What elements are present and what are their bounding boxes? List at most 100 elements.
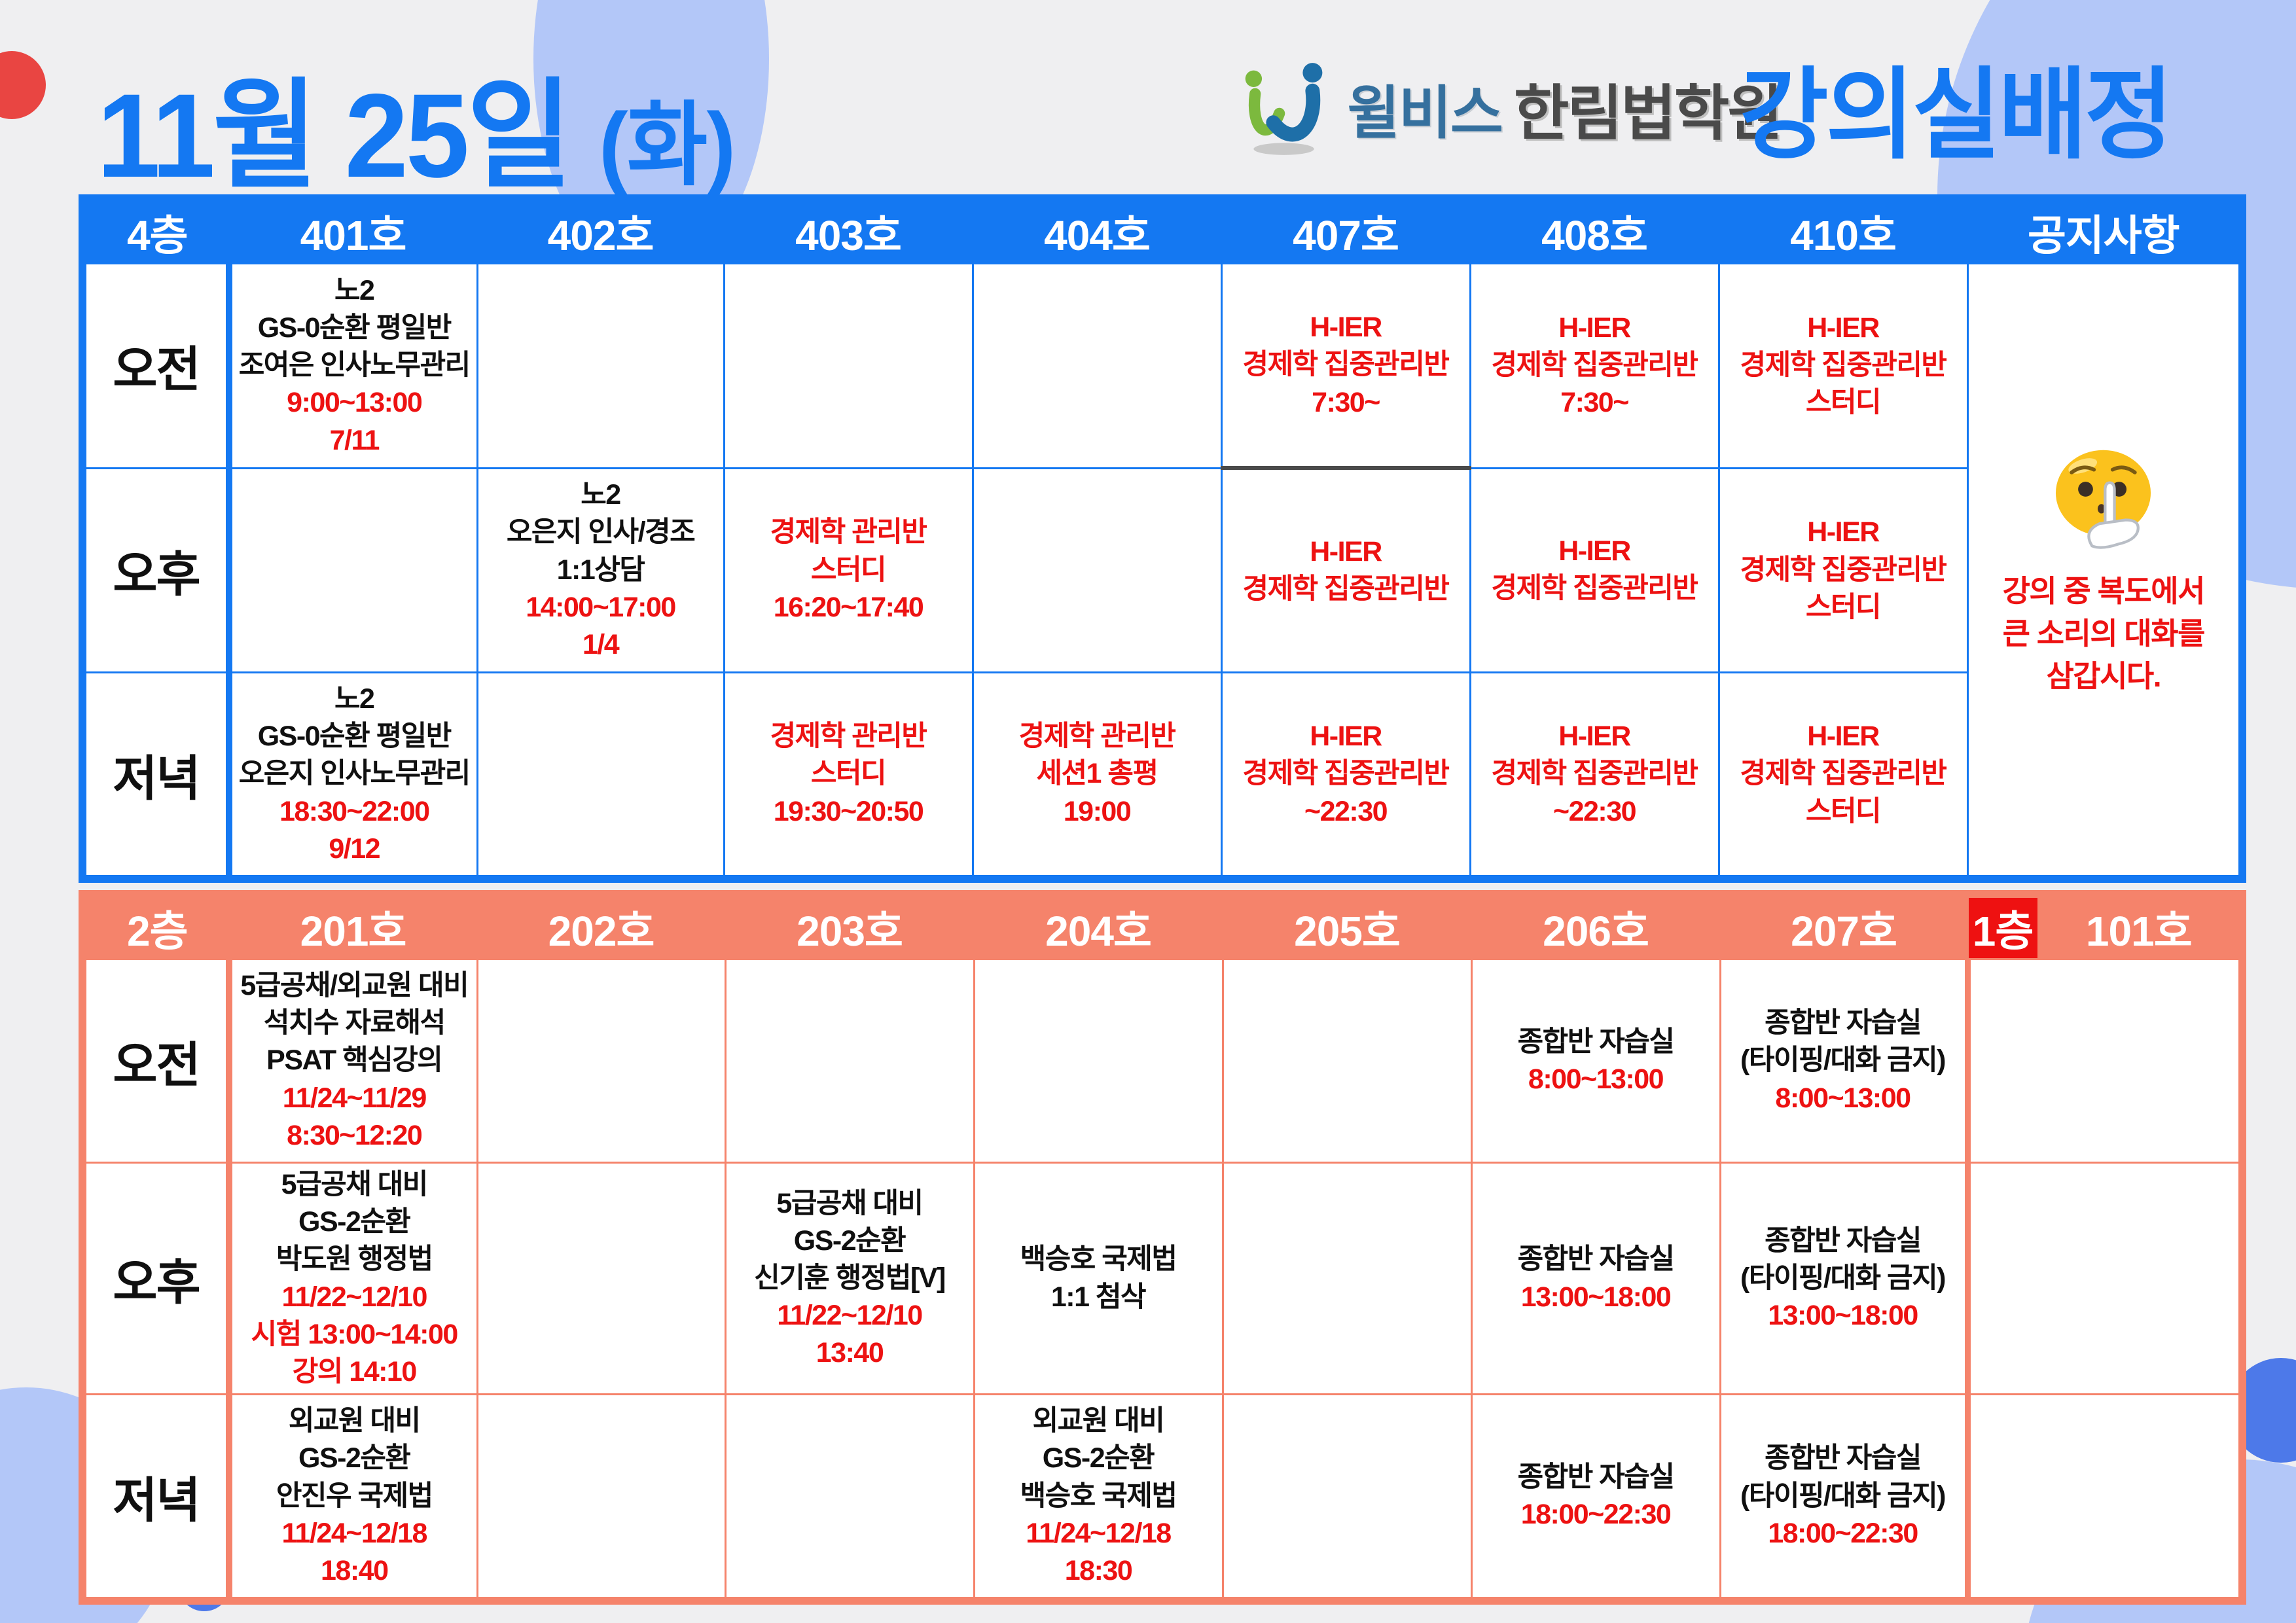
cell-text-line: 노2	[334, 683, 375, 715]
cell-text-line: 백승호 국제법	[1020, 1243, 1177, 1275]
schedule-row: 오후 노2 오은지 인사/경조 1:1상담 14:00~17:00 1/4 경제학 관리반 스…	[81, 467, 2242, 673]
schedule-cell	[1221, 1161, 1473, 1396]
schedule-cell: H-IER 경제학 집중관리반 ~22:30	[1469, 671, 1720, 880]
cell-text-line: GS-0순환 평일반	[257, 721, 452, 753]
cell-time-line: 경제학 집중관리반	[1242, 573, 1450, 605]
poster-heading: 강의실배정	[1740, 60, 2174, 171]
room-header: 404호	[971, 197, 1223, 264]
room-header: 403호	[723, 197, 974, 264]
cell-text-line: 백승호 국제법	[1020, 1480, 1177, 1512]
schedule-row: 오전 노2 GS-0순환 평일반 조여은 인사노무관리 9:00~13:00 7/11 H-…	[81, 262, 2244, 880]
cell-time-line: 11/24~12/18	[1026, 1517, 1172, 1549]
cell-time-line: 경제학 집중관리반	[1242, 758, 1450, 790]
cell-time-line: 18:30~22:00	[279, 795, 430, 827]
notice-text-line: 강의 중 복도에서	[2002, 573, 2206, 608]
cell-text-line: 박도원 행정법	[276, 1243, 433, 1275]
schedule-cell: H-IER 경제학 집중관리반 스터디	[1717, 262, 1969, 469]
cell-time-line: ~22:30	[1304, 795, 1388, 827]
notice-text-line: 큰 소리의 대화를	[2002, 616, 2206, 651]
schedule-cell-101	[1964, 1393, 2244, 1602]
time-slot-label: 오후	[81, 1161, 232, 1396]
schedule-row: 저녁 노2 GS-0순환 평일반 오은지 인사노무관리 18:30~22:00 9/12 경…	[81, 671, 2242, 880]
cell-text-line: 외교원 대비	[288, 1405, 421, 1437]
time-slot-label: 오전	[81, 262, 232, 469]
cell-time-line: 세션1 총평	[1036, 758, 1158, 790]
cell-time-line: 스터디	[1805, 591, 1882, 623]
schedule-cell: 외교원 대비 GS-2순환 안진우 국제법 11/24~12/18 18:40	[228, 1393, 478, 1602]
schedule-cell: H-IER 경제학 집중관리반	[1220, 467, 1471, 673]
schedule-cell-101	[1964, 958, 2244, 1164]
schedule-cell	[723, 262, 974, 469]
room-header: 205호	[1221, 893, 1473, 960]
time-slot-label: 오후	[81, 467, 232, 673]
cell-text-line: 외교원 대비	[1032, 1405, 1165, 1437]
notice-text-line: 삼갑시다.	[2046, 659, 2161, 694]
cell-text-line: GS-2순환	[298, 1206, 411, 1238]
schedule-cell: 종합반 자습실 18:00~22:30	[1470, 1393, 1721, 1602]
time-slot-label: 저녁	[81, 1393, 232, 1602]
schedule-cell	[973, 958, 1224, 1164]
schedule-cell: 노2 오은지 인사/경조 1:1상담 14:00~17:00 1/4	[476, 467, 725, 673]
schedule-cell: 경제학 관리반 세션1 총평 19:00	[971, 671, 1223, 880]
schedule-cell: 노2 GS-0순환 평일반 오은지 인사노무관리 18:30~22:00 9/12	[228, 671, 478, 880]
cell-text-line: 오은지 인사/경조	[506, 516, 696, 548]
cell-text-line: GS-0순환 평일반	[257, 312, 452, 344]
schedule-cell	[971, 262, 1223, 469]
schedule-cell	[476, 1161, 726, 1396]
cell-time-line: 경제학 집중관리반	[1242, 349, 1450, 381]
cell-text-line: 신기훈 행정법[V]	[754, 1262, 946, 1294]
schedule-cell: 종합반 자습실 (타이핑/대화 금지) 13:00~18:00	[1719, 1161, 1969, 1396]
room-header: 101호	[2037, 893, 2244, 960]
cell-text-line: (타이핑/대화 금지)	[1740, 1262, 1946, 1294]
cell-text-line: GS-2순환	[793, 1224, 906, 1257]
cell-time-line: 8:00~13:00	[1775, 1082, 1911, 1114]
cell-time-line: 18:00~22:30	[1768, 1517, 1918, 1549]
schedule-cell: 5급공채/외교원 대비 석치수 자료해석 PSAT 핵심강의 11/24~11/29 8…	[228, 958, 478, 1164]
schedule-cell: 백승호 국제법 1:1 첨삭	[973, 1161, 1224, 1396]
time-slot-label: 오전	[81, 958, 232, 1164]
notice-header: 공지사항	[1966, 197, 2244, 264]
cell-time-line: 경제학 집중관리반	[1740, 554, 1947, 586]
schedule-cell	[228, 467, 478, 673]
schedule-cell	[476, 671, 725, 880]
cell-time-line: 7:30~	[1560, 387, 1629, 419]
cell-time-line: 9:00~13:00	[287, 387, 423, 419]
cell-text-line: 5급공채 대비	[776, 1187, 924, 1219]
cell-time-line: 11/24~12/18	[281, 1517, 428, 1549]
cell-time-line: 경제학 집중관리반	[1491, 349, 1698, 382]
cell-time-line: 13:00~18:00	[1520, 1281, 1672, 1313]
schedule-cell	[724, 1393, 975, 1602]
schedule-cell: 5급공채 대비 GS-2순환 박도원 행정법 11/22~12/10 시험 13:00~…	[228, 1161, 478, 1396]
shushing-face-emoji	[2046, 442, 2161, 553]
schedule-row: 오후 5급공채 대비 GS-2순환 박도원 행정법 11/22~12/10 시험 13:0…	[81, 1161, 2244, 1396]
cell-time-line: 8:00~13:00	[1528, 1063, 1664, 1095]
room-header: 202호	[476, 893, 726, 960]
cell-time-line: H-IER	[1310, 535, 1382, 567]
schedule-cell	[724, 958, 975, 1164]
cell-text-line: 종합반 자습실	[1517, 1461, 1675, 1493]
cell-text-line: 종합반 자습실	[1765, 1224, 1922, 1257]
cell-text-line: 종합반 자습실	[1765, 1007, 1922, 1039]
schedule-cell-101	[1964, 1161, 2244, 1396]
cell-time-line: 강의 14:10	[292, 1355, 418, 1387]
cell-time-line: H-IER	[1310, 721, 1382, 753]
room-header: 407호	[1220, 197, 1471, 264]
room-header: 203호	[724, 893, 975, 960]
floor-label: 2층	[81, 893, 230, 960]
cell-text-line: 5급공채/외교원 대비	[240, 970, 469, 1002]
cell-text-line: 1:1 첨삭	[1050, 1281, 1147, 1313]
floor2-schedule-table: 2층 201호 202호 203호 204호 205호 206호 207호 1층 101호 오전 5급…	[79, 890, 2246, 1605]
room-header: 206호	[1470, 893, 1721, 960]
schedule-cell: H-IER 경제학 집중관리반	[1469, 467, 1720, 673]
schedule-row: 저녁 외교원 대비 GS-2순환 안진우 국제법 11/24~12/18 18:40 외교원…	[81, 1393, 2244, 1602]
cell-text-line: (타이핑/대화 금지)	[1740, 1480, 1946, 1512]
cell-time-line: 스터디	[810, 758, 887, 790]
cell-text-line: 오은지 인사노무관리	[238, 758, 471, 790]
cell-text-line: (타이핑/대화 금지)	[1740, 1044, 1946, 1077]
cell-time-line: 경제학 집중관리반	[1740, 349, 1947, 382]
cell-time-line: 18:40	[321, 1554, 389, 1586]
cell-time-line: 19:00	[1063, 795, 1132, 827]
schedule-cell	[971, 467, 1223, 673]
cell-time-line: 스터디	[1805, 795, 1882, 827]
